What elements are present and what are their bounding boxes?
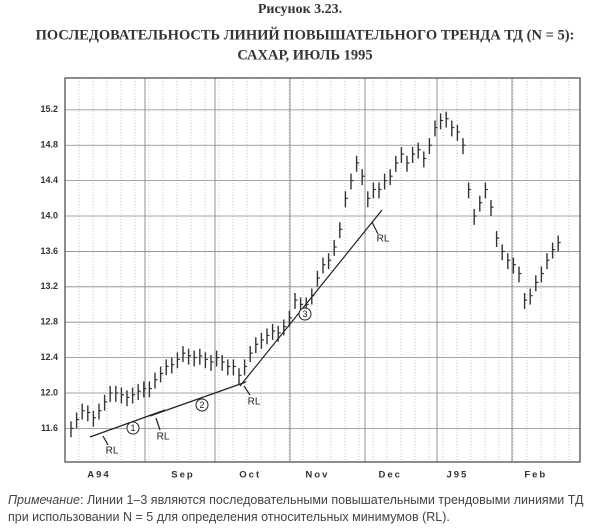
arrow	[102, 435, 109, 446]
trend-line	[239, 209, 383, 387]
rl-label: RL	[248, 397, 261, 408]
chart-subtitle: САХАР, ИЮЛЬ 1995	[237, 47, 372, 63]
y-tick-label: 14.4	[40, 175, 58, 185]
y-tick-label: 15.2	[40, 104, 58, 114]
annotations: RL RL RL RL 1 2 3	[106, 234, 390, 457]
x-tick-label: Oct	[239, 470, 261, 481]
x-tick-label: Feb	[524, 470, 547, 481]
chart: Рисунок 3.23. ПОСЛЕДОВАТЕЛЬНОСТЬ ЛИНИЙ П…	[36, 2, 581, 481]
note-label: Примечание	[8, 493, 80, 507]
line-label: 2	[199, 400, 204, 410]
y-tick-label: 13.6	[40, 246, 58, 256]
arrow	[155, 417, 161, 431]
y-tick-label: 14.0	[40, 210, 58, 220]
trend-line	[149, 381, 247, 417]
line-label-circle	[126, 421, 140, 435]
rl-label: RL	[157, 432, 170, 443]
y-tick-label: 14.8	[40, 140, 58, 150]
x-tick-label: A94	[87, 470, 110, 481]
y-tick-label: 12.8	[40, 317, 58, 327]
grid	[65, 78, 580, 462]
y-tick-label: 12.0	[40, 387, 58, 397]
y-tick-label: 13.2	[40, 281, 58, 291]
x-tick-label: Sep	[171, 470, 194, 481]
x-tick-label: J95	[446, 470, 468, 481]
trend-lines	[89, 209, 383, 446]
note: Примечание: Линии 1–3 являются последова…	[8, 492, 594, 526]
x-tick-label: Nov	[305, 470, 329, 481]
chart-title: ПОСЛЕДОВАТЕЛЬНОСТЬ ЛИНИЙ ПОВЫШАТЕЛЬНОГО …	[36, 26, 575, 43]
plot-frame	[64, 77, 581, 463]
line-label: 3	[302, 309, 307, 319]
y-tick-label: 12.4	[40, 352, 58, 362]
arrow	[243, 385, 251, 396]
rl-label: RL	[377, 234, 390, 245]
rl-label: RL	[106, 446, 119, 457]
price-bars	[70, 111, 561, 438]
line-label-circle	[298, 307, 312, 321]
line-label: 1	[130, 423, 135, 433]
figure-number: Рисунок 3.23.	[258, 2, 342, 17]
y-tick-label: 11.6	[41, 423, 58, 433]
x-tick-label: Dec	[378, 470, 401, 481]
arrow	[371, 221, 379, 235]
line-label-circle	[195, 398, 209, 412]
note-text: : Линии 1–3 являются последовательными п…	[8, 493, 584, 524]
